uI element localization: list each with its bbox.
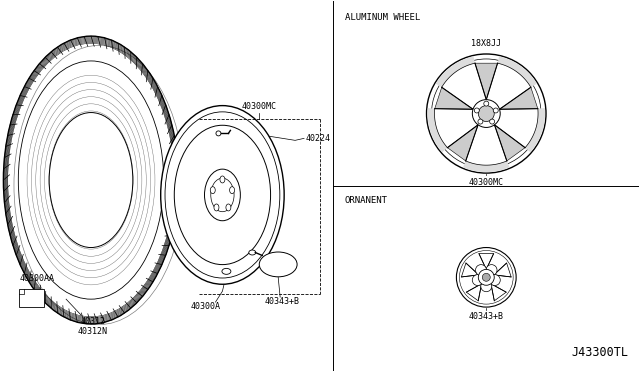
Text: 18X8JJ: 18X8JJ xyxy=(471,39,501,48)
Ellipse shape xyxy=(211,178,234,212)
Ellipse shape xyxy=(249,250,256,255)
Bar xyxy=(19,289,44,307)
Ellipse shape xyxy=(220,176,225,183)
Circle shape xyxy=(426,54,546,173)
Circle shape xyxy=(216,131,221,136)
Ellipse shape xyxy=(205,169,241,221)
Circle shape xyxy=(493,108,498,113)
Ellipse shape xyxy=(211,187,215,193)
Circle shape xyxy=(486,264,497,276)
Circle shape xyxy=(483,273,490,281)
Polygon shape xyxy=(475,63,497,100)
Circle shape xyxy=(472,275,483,286)
Polygon shape xyxy=(436,57,475,87)
Polygon shape xyxy=(447,125,478,161)
Ellipse shape xyxy=(226,204,231,211)
Text: 40312
40312N: 40312 40312N xyxy=(78,317,108,336)
Text: J43300TL: J43300TL xyxy=(572,346,628,359)
Polygon shape xyxy=(500,87,538,109)
Circle shape xyxy=(476,264,486,276)
Circle shape xyxy=(478,269,494,285)
Ellipse shape xyxy=(161,106,284,284)
Ellipse shape xyxy=(214,204,219,211)
Text: 40311: 40311 xyxy=(198,122,223,131)
Ellipse shape xyxy=(222,268,231,274)
Ellipse shape xyxy=(230,187,235,193)
Circle shape xyxy=(456,247,516,307)
Polygon shape xyxy=(495,125,525,161)
Text: 40224: 40224 xyxy=(306,134,331,143)
Ellipse shape xyxy=(49,113,133,247)
Circle shape xyxy=(490,119,495,124)
Polygon shape xyxy=(525,108,545,152)
Text: 40300MC: 40300MC xyxy=(468,178,504,187)
Circle shape xyxy=(478,119,483,124)
Polygon shape xyxy=(463,161,509,172)
Circle shape xyxy=(478,106,494,122)
Polygon shape xyxy=(428,108,447,152)
Text: ORNANENT: ORNANENT xyxy=(345,196,388,205)
Circle shape xyxy=(490,275,500,286)
Polygon shape xyxy=(497,57,537,87)
Text: 40300A: 40300A xyxy=(191,302,221,311)
Ellipse shape xyxy=(259,252,297,277)
Ellipse shape xyxy=(174,125,271,264)
Text: 40343+B: 40343+B xyxy=(265,297,300,306)
Polygon shape xyxy=(435,87,473,109)
Circle shape xyxy=(472,100,500,128)
Circle shape xyxy=(481,281,492,292)
Text: 40343+B: 40343+B xyxy=(468,312,504,321)
Text: 40300MC: 40300MC xyxy=(242,102,276,110)
Circle shape xyxy=(484,101,489,106)
Text: ALUMINUM WHEEL: ALUMINUM WHEEL xyxy=(345,13,420,22)
Circle shape xyxy=(474,108,479,113)
Text: 40300AA: 40300AA xyxy=(19,274,54,283)
